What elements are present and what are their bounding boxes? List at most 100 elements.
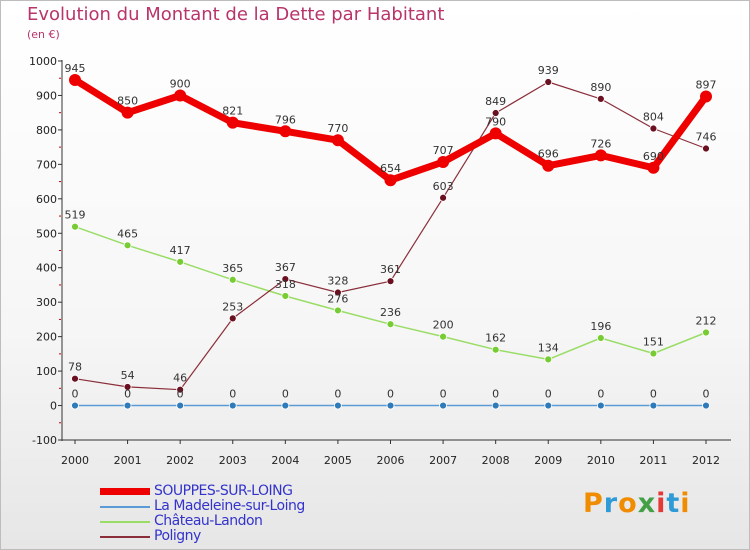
x-tick-label: 2009 [534,454,562,467]
data-label: 821 [222,105,243,118]
data-label: 0 [334,388,341,401]
data-point [491,345,500,354]
data-point [437,155,450,168]
legend-label: La Madeleine-sur-Loing [154,498,305,514]
data-point [702,328,710,337]
legend-swatch [100,488,150,495]
series-layer [69,73,712,410]
x-tick-label: 2008 [482,454,510,467]
data-point [702,401,710,410]
legend-label: SOUPPES-SUR-LOING [154,483,293,499]
data-point [386,401,395,410]
data-point [334,288,342,297]
data-label: 134 [538,341,559,354]
y-tick-label: -100 [32,434,57,447]
legend: SOUPPES-SUR-LOING La Madeleine-sur-Loing C… [100,484,400,544]
data-label: 162 [485,332,506,345]
data-point [228,401,237,410]
data-point [702,144,710,153]
axes: -100010020030040050060070080090010002000… [29,55,731,467]
data-label: 0 [72,388,79,401]
x-tick-label: 2004 [271,454,299,467]
data-point [649,124,658,133]
logo-letter: o [618,488,638,519]
data-point [596,334,605,342]
data-label: 696 [538,148,559,161]
data-point [491,109,500,117]
logo-letter: i [680,488,691,519]
data-point [439,401,447,410]
data-label: 707 [433,144,454,157]
y-tick-label: 100 [36,365,57,378]
data-label: 0 [177,388,184,401]
data-point [649,349,658,358]
data-label: 361 [380,263,401,276]
data-label: 690 [643,150,664,163]
data-label: 0 [545,388,552,401]
data-point [71,222,79,231]
data-point [281,275,290,283]
data-point [334,306,342,315]
x-tick-label: 2001 [114,454,142,467]
data-point [176,257,185,266]
chart-title: Evolution du Montant de la Dette par Hab… [27,4,445,25]
data-label: 770 [327,122,348,135]
legend-label: Château-Landon [154,513,263,529]
data-point [176,385,185,394]
legend-item: La Madeleine-sur-Loing [100,499,400,514]
data-label: 54 [121,369,135,382]
data-point [174,89,187,102]
legend-item: Château-Landon [100,514,400,529]
data-point [439,193,447,202]
logo-letter: t [666,488,681,519]
data-point [596,95,605,103]
data-label: 945 [65,62,86,75]
data-point [334,401,342,410]
data-label: 0 [703,388,710,401]
x-tick-label: 2011 [639,454,667,467]
data-label: 367 [275,261,296,274]
data-label: 328 [327,275,348,288]
data-label: 890 [590,81,611,94]
data-label: 417 [170,244,191,257]
data-point [594,149,607,162]
data-point [491,401,500,410]
data-label: 0 [229,388,236,401]
data-label: 654 [380,162,401,175]
logo-letter: P [583,488,604,519]
data-point [544,355,553,364]
y-tick-label: 900 [36,89,57,102]
data-point [544,401,553,410]
y-tick-label: 500 [36,227,57,240]
y-tick-label: 700 [36,158,57,171]
data-point [596,401,605,410]
data-point [647,161,660,174]
legend-swatch [100,535,150,538]
legend-item: SOUPPES-SUR-LOING [100,484,400,499]
y-tick-label: 400 [36,262,57,275]
y-tick-label: 1000 [29,55,57,68]
legend-label: Poligny [154,528,201,544]
legend-item: Poligny [100,529,400,544]
data-label: 0 [387,388,394,401]
data-label: 0 [492,388,499,401]
data-label: 603 [433,180,454,193]
data-label: 365 [222,262,243,275]
data-label: 151 [643,336,664,349]
data-point [331,134,344,147]
x-tick-label: 2002 [166,454,194,467]
data-label: 0 [597,388,604,401]
data-point [71,374,79,383]
data-label: 850 [117,95,138,108]
data-point [123,401,132,410]
data-point [542,159,555,172]
data-label: 804 [643,111,664,124]
data-label: 519 [65,209,86,222]
data-label: 0 [124,388,131,401]
data-point [69,73,81,86]
logo-letter: x [637,488,657,519]
data-label: 746 [696,131,717,144]
data-point [71,401,79,410]
data-point [123,383,132,391]
